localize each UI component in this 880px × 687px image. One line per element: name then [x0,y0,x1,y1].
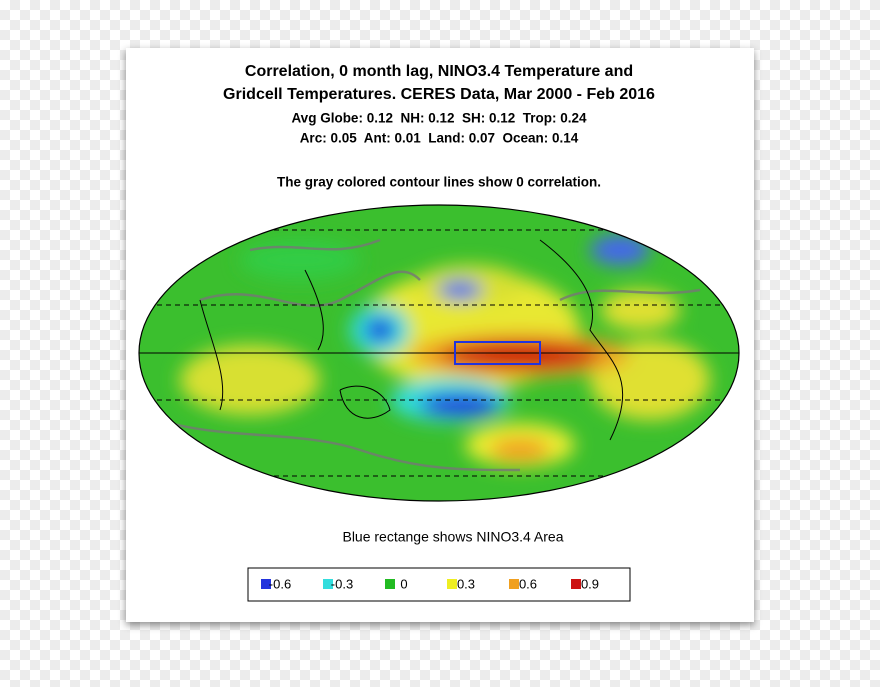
legend-label: 0.9 [581,576,599,591]
legend: -0.6 -0.3 0 0.3 0.6 0.9 [261,576,599,591]
legend-swatch [447,579,457,589]
title-line: Gridcell Temperatures. CERES Data, Mar 2… [223,86,655,103]
legend-label: 0.3 [457,576,475,591]
nino34-box [454,341,541,365]
legend-box [247,567,631,602]
caption: Blue rectange shows NINO3.4 Area [342,529,563,545]
legend-label: 0.6 [519,576,537,591]
note: The gray colored contour lines show 0 co… [277,175,601,190]
title-line: Correlation, 0 month lag, NINO3.4 Temper… [245,63,633,80]
stats-line: Arc: 0.05 Ant: 0.01 Land: 0.07 Ocean: 0.… [300,131,579,146]
legend-swatch [571,579,581,589]
legend-label: -0.3 [331,576,353,591]
stats-line: Avg Globe: 0.12 NH: 0.12 SH: 0.12 Trop: … [291,111,587,126]
map [139,205,739,501]
legend-swatch [261,579,271,589]
legend-label: 0 [400,576,407,591]
legend-swatch [385,579,395,589]
legend-swatch [509,579,519,589]
legend-swatch [323,579,333,589]
legend-label: -0.6 [269,576,291,591]
map-outline [138,204,740,502]
